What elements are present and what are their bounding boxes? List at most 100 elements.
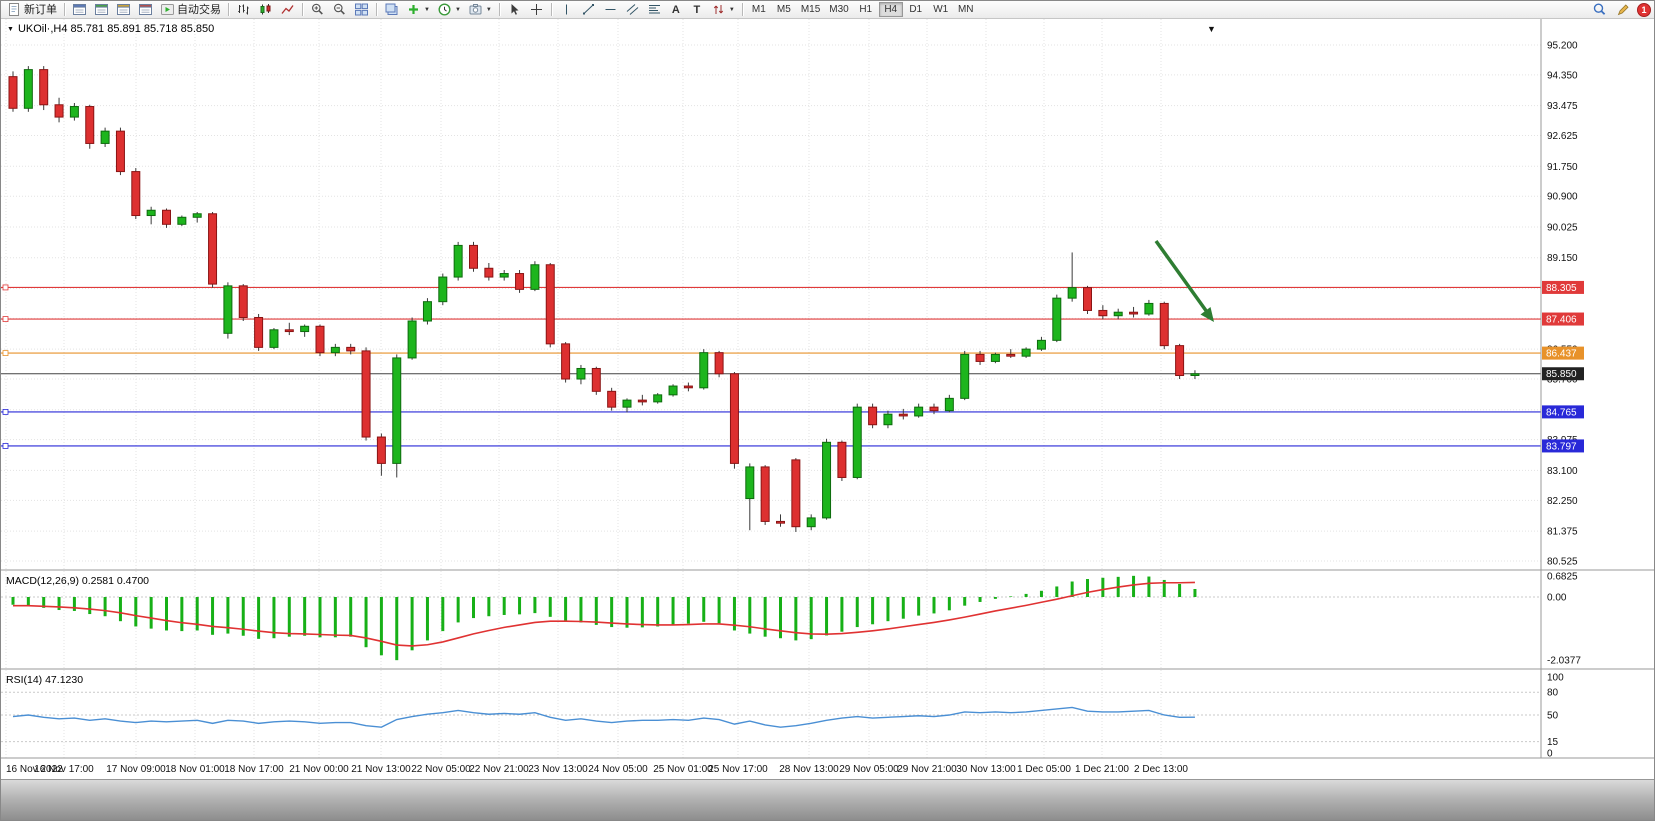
time-axis-label[interactable]: 29 Nov 05:00 — [839, 764, 899, 775]
hline-handle[interactable] — [2, 350, 9, 357]
time-axis-label[interactable]: 17 Nov 09:00 — [106, 764, 166, 775]
time-axis-label[interactable]: 25 Nov 01:00 — [653, 764, 713, 775]
candle — [791, 458, 801, 532]
fibonacci-tool-button[interactable] — [644, 2, 665, 18]
rsi-axis-label: 100 — [1547, 673, 1564, 684]
arrows-tool-button[interactable]: ▼ — [708, 2, 738, 18]
market-watch-button[interactable] — [69, 2, 90, 18]
trend-arrow-head[interactable] — [1200, 307, 1215, 322]
hline-handle[interactable] — [2, 284, 9, 291]
time-axis-label[interactable]: 16 Nov 17:00 — [34, 764, 94, 775]
time-axis-label[interactable]: 2 Dec 13:00 — [1134, 764, 1188, 775]
timeframe-w1-button[interactable]: W1 — [933, 4, 949, 15]
candlestick-chart-button[interactable] — [255, 2, 276, 18]
hline-handle[interactable] — [2, 443, 9, 449]
bar-chart-button[interactable] — [233, 2, 254, 18]
timeframe-mn-button[interactable]: MN — [957, 4, 974, 15]
time-axis-label[interactable]: 28 Nov 13:00 — [779, 764, 839, 775]
crosshair-tool-button[interactable] — [526, 2, 547, 18]
timeframe-m1-button[interactable]: M1 — [751, 4, 766, 15]
candle — [683, 382, 693, 392]
candle — [699, 349, 709, 390]
rsi-axis-label: 50 — [1547, 711, 1559, 722]
time-axis-label[interactable]: 24 Nov 05:00 — [588, 764, 648, 775]
symbol-ohlc-label: UKOil·,H4 85.781 85.891 85.718 85.850 — [17, 23, 215, 35]
snapshot-icon — [469, 4, 482, 15]
trend-arrow[interactable] — [1154, 239, 1209, 314]
timeframe-m15-button[interactable]: M15 — [800, 4, 821, 15]
candle — [453, 241, 463, 281]
bottom-scroll-area[interactable] — [1, 779, 1654, 820]
candle — [346, 343, 356, 355]
channel-tool-button[interactable] — [622, 2, 643, 18]
timeframe-m30-button[interactable]: M30 — [829, 4, 849, 15]
time-axis-label[interactable]: 18 Nov 01:00 — [165, 764, 225, 775]
price-badge — [1542, 367, 1584, 381]
chart-canvas[interactable]: 95.200 94.350 93.475 92.625 91.750 90.900 90.0… — [1, 19, 1654, 779]
candle — [653, 393, 663, 404]
macd-indicator-label: MACD(12,26,9) 0.2581 0.4700 — [6, 575, 150, 587]
tile-windows-icon — [355, 3, 368, 16]
autotrade-button[interactable]: 自动交易 — [157, 2, 224, 18]
time-axis-label[interactable]: 29 Nov 21:00 — [897, 764, 957, 775]
rsi-indicator-label: RSI(14) 47.1230 — [6, 674, 84, 686]
text-label-tool-button[interactable]: T — [687, 2, 707, 18]
timeframe-h4-button[interactable]: H4 — [878, 2, 903, 17]
hline-handle[interactable] — [2, 316, 9, 322]
edit-button[interactable] — [1613, 2, 1634, 18]
toolbar-right-group: 1 — [1589, 2, 1653, 18]
search-button[interactable] — [1589, 2, 1610, 18]
period-clock-button[interactable]: ▼ — [434, 2, 464, 18]
new-order-button[interactable]: 新订单 — [4, 2, 60, 18]
vertical-line-tool-button[interactable] — [556, 2, 577, 18]
tile-windows-button[interactable] — [351, 2, 372, 18]
macd-axis-label: 0.00 — [1547, 593, 1567, 604]
notification-badge[interactable]: 1 — [1637, 2, 1651, 17]
candle — [622, 398, 632, 413]
time-axis-label[interactable]: 25 Nov 17:00 — [708, 764, 768, 775]
time-axis-label[interactable]: 22 Nov 21:00 — [469, 764, 529, 775]
time-axis-label[interactable]: 18 Nov 17:00 — [224, 764, 284, 775]
hline-handle[interactable] — [2, 408, 9, 415]
candle — [576, 364, 586, 385]
candle — [1190, 370, 1200, 380]
cursor-tool-button[interactable] — [504, 2, 525, 18]
time-axis-label[interactable]: 21 Nov 13:00 — [351, 764, 411, 775]
symbol-collapse-icon[interactable]: ▼ — [7, 25, 14, 33]
add-indicator-button[interactable]: ▼ — [403, 2, 433, 18]
trendline-tool-button[interactable] — [578, 2, 599, 18]
candle — [392, 354, 402, 478]
market-watch-icon — [73, 4, 86, 15]
candle — [607, 387, 617, 411]
zoom-in-icon — [312, 3, 323, 15]
candle — [1067, 252, 1077, 302]
navigator-button[interactable] — [113, 2, 134, 18]
toolbar-separator — [64, 3, 65, 16]
time-axis-label[interactable]: 22 Nov 05:00 — [411, 764, 471, 775]
line-chart-button[interactable] — [277, 2, 298, 18]
time-axis-label[interactable]: 23 Nov 13:00 — [528, 764, 588, 775]
terminal-button[interactable] — [135, 2, 156, 18]
time-axis-label[interactable]: 16 Nov 2022 — [6, 764, 63, 775]
zoom-in-button[interactable] — [307, 2, 328, 18]
time-axis-label[interactable]: 1 Dec 05:00 — [1017, 764, 1071, 775]
candle — [407, 317, 417, 360]
candle — [284, 322, 294, 336]
snapshot-button[interactable]: ▼ — [465, 2, 495, 18]
text-tool-button[interactable]: A — [666, 2, 686, 18]
candle — [1006, 349, 1016, 358]
clock-icon — [438, 3, 451, 16]
time-axis-label[interactable]: 21 Nov 00:00 — [289, 764, 349, 775]
timeframe-m5-button[interactable]: M5 — [776, 4, 791, 15]
candle — [469, 241, 478, 272]
timeframe-d1-button[interactable]: D1 — [909, 4, 923, 15]
zoom-out-button[interactable] — [329, 2, 350, 18]
time-axis-label[interactable]: 1 Dec 21:00 — [1075, 764, 1129, 775]
autotrade-play-icon — [161, 4, 174, 15]
cascade-windows-button[interactable] — [381, 2, 402, 18]
time-axis-label[interactable]: 30 Nov 13:00 — [956, 764, 1016, 775]
candle — [131, 168, 141, 220]
timeframe-h1-button[interactable]: H1 — [859, 4, 873, 15]
horizontal-line-tool-button[interactable] — [600, 2, 621, 18]
data-window-button[interactable] — [91, 2, 112, 18]
